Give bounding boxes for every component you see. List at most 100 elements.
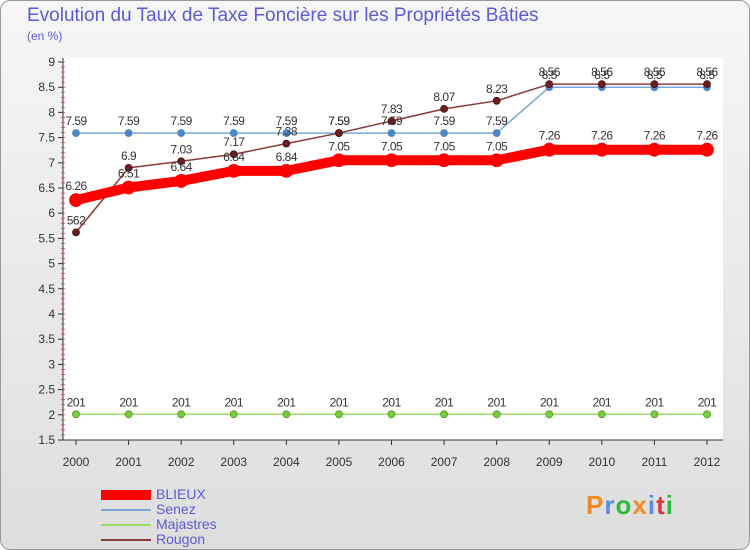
data-point-senez (124, 129, 133, 137)
data-label-rougon: 562 (67, 213, 86, 227)
logo-letter: i (647, 490, 657, 520)
y-tick-label: 6 (48, 206, 55, 220)
y-tick-label: 4.5 (38, 282, 55, 296)
data-label-majastres: 201 (698, 395, 717, 409)
data-label-majastres: 201 (487, 395, 506, 409)
data-label-majastres: 201 (382, 395, 401, 409)
data-point-majastres (545, 410, 554, 419)
legend-swatch (101, 489, 151, 500)
x-tick-label: 2000 (63, 455, 90, 469)
data-label-blieux: 7.05 (433, 139, 455, 153)
legend-label: Senez (156, 501, 196, 517)
data-label-majastres: 201 (172, 395, 191, 409)
data-label-senez: 7.59 (328, 114, 350, 128)
legend-item-majastres: Majastres (101, 517, 217, 532)
legend-swatch (101, 508, 151, 511)
logo-letter: o (615, 490, 633, 520)
data-label-blieux: 7.05 (486, 139, 508, 153)
data-label-blieux: 7.26 (591, 129, 613, 143)
data-label-majastres: 201 (330, 395, 349, 409)
data-point-blieux (226, 163, 241, 178)
x-tick-label: 2006 (378, 455, 405, 469)
data-label-senez: 7.59 (170, 114, 192, 128)
data-label-rougon: 8.07 (433, 90, 455, 104)
y-tick-label: 8.5 (38, 80, 55, 94)
data-label-rougon: 7.38 (276, 125, 298, 139)
legend-swatch (101, 523, 151, 526)
data-point-blieux (279, 163, 294, 178)
data-label-majastres: 201 (119, 395, 138, 409)
data-point-majastres (229, 410, 238, 419)
data-point-majastres (703, 410, 711, 419)
x-tick-label: 2010 (588, 455, 615, 469)
x-tick-label: 2002 (168, 455, 195, 469)
data-label-senez: 7.59 (433, 114, 455, 128)
data-label-majastres: 201 (67, 395, 86, 409)
y-tick-label: 7.5 (38, 131, 55, 145)
y-tick-label: 1.5 (38, 433, 55, 447)
data-point-senez (177, 129, 186, 137)
data-point-majastres (597, 410, 606, 419)
x-tick-label: 2008 (483, 455, 510, 469)
data-point-rougon (229, 150, 238, 159)
data-point-senez (387, 129, 396, 137)
x-tick-label: 2012 (694, 455, 721, 469)
data-point-blieux (384, 153, 399, 168)
legend-label: BLIEUX (156, 486, 206, 502)
data-label-blieux: 6.26 (65, 179, 87, 193)
data-label-majastres: 201 (435, 395, 454, 409)
data-point-rougon (124, 163, 133, 172)
data-point-majastres (124, 410, 133, 419)
x-tick-label: 2009 (536, 455, 563, 469)
data-label-senez: 7.59 (381, 114, 403, 128)
data-point-blieux (174, 174, 189, 188)
x-tick-label: 2003 (220, 455, 247, 469)
data-point-rougon (650, 80, 659, 89)
data-point-blieux (69, 193, 83, 207)
data-label-blieux: 6.64 (170, 160, 192, 174)
legend-item-senez: Senez (101, 502, 217, 517)
data-label-rougon: 8.23 (486, 82, 508, 96)
x-tick-label: 2001 (115, 455, 142, 469)
data-point-majastres (492, 410, 501, 419)
data-label-senez: 8.5 (542, 68, 558, 82)
y-tick-label: 5.5 (38, 231, 55, 245)
data-point-blieux (332, 153, 346, 168)
data-label-senez: 8.5 (699, 68, 715, 82)
data-label-rougon: 8.56 (696, 65, 718, 79)
data-label-majastres: 201 (593, 395, 612, 409)
data-label-senez: 7.59 (223, 114, 245, 128)
proxiti-logo: Proxiti (586, 490, 674, 521)
data-point-blieux (647, 142, 662, 157)
data-point-majastres (440, 410, 448, 419)
data-point-majastres (72, 410, 80, 419)
data-point-blieux (121, 180, 136, 195)
data-label-blieux: 6.84 (276, 150, 298, 164)
data-point-rougon (335, 129, 343, 137)
logo-letter: t (656, 490, 666, 520)
data-label-majastres: 201 (540, 395, 559, 409)
y-tick-label: 8 (48, 105, 55, 119)
data-point-blieux (489, 153, 504, 168)
data-point-majastres (650, 410, 659, 419)
data-label-rougon: 8.56 (539, 65, 561, 79)
x-tick-label: 2005 (326, 455, 353, 469)
data-label-senez: 7.59 (118, 114, 140, 128)
y-tick-label: 4 (48, 307, 55, 321)
logo-letter: P (586, 490, 605, 520)
data-point-majastres (177, 410, 186, 419)
logo-letter: r (604, 490, 616, 520)
data-label-blieux: 6.84 (223, 150, 245, 164)
data-label-blieux: 7.05 (381, 139, 403, 153)
data-label-blieux: 7.05 (328, 139, 350, 153)
legend-label: Majastres (156, 516, 217, 532)
data-label-rougon: 6.9 (121, 149, 137, 163)
data-label-rougon: 7.17 (223, 135, 245, 149)
y-tick-label: 2.5 (38, 383, 55, 397)
y-tick-label: 5 (48, 257, 55, 271)
y-tick-label: 7 (48, 156, 55, 170)
x-tick-label: 2004 (273, 455, 300, 469)
data-label-blieux: 7.26 (644, 129, 666, 143)
legend-swatch (101, 538, 151, 541)
chart-title: Evolution du Taux de Taxe Foncière sur l… (27, 5, 539, 26)
